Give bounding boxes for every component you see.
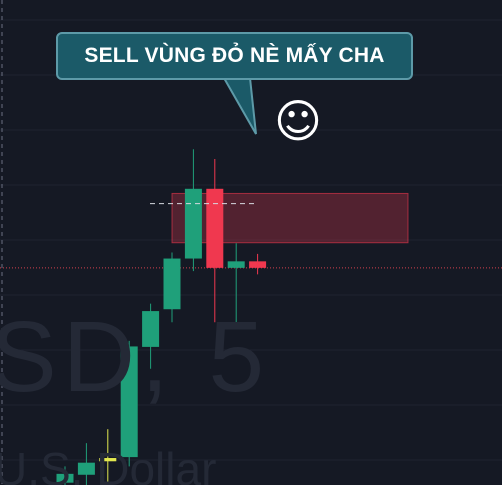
symbol-watermark: SD, 5 xyxy=(0,301,271,413)
sell-annotation-callout[interactable]: SELL VÙNG ĐỎ NÈ MẤY CHA xyxy=(56,32,413,80)
candle-body xyxy=(120,346,138,458)
candle-body xyxy=(184,188,202,259)
candle-body xyxy=(227,261,245,268)
candle-body xyxy=(206,188,224,268)
candle-body xyxy=(77,462,95,475)
candle-body xyxy=(56,473,74,483)
candle-body xyxy=(142,311,160,347)
candle-body xyxy=(99,458,117,462)
candle-body xyxy=(163,258,181,310)
smiley-face-icon: ☺ xyxy=(274,94,322,148)
callout-pointer xyxy=(222,76,257,135)
candle-body xyxy=(249,261,267,268)
sell-annotation-text: SELL VÙNG ĐỎ NÈ MẤY CHA xyxy=(84,44,385,67)
symbol-name-watermark: U.S. Dollar xyxy=(0,443,217,485)
